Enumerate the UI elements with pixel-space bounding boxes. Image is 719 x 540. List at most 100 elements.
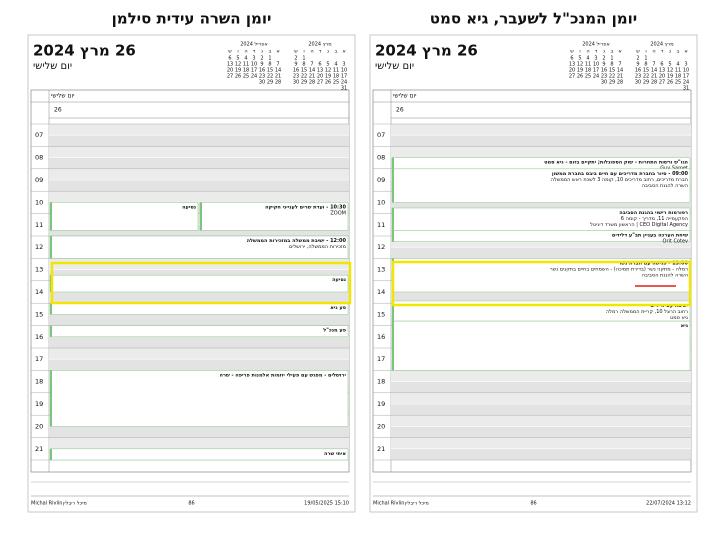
calendar-day: 5 [236,56,239,62]
calendar-day: 24 [593,74,599,80]
page-title: יומן המנכ"ל לשעבר, גיא סמט [430,10,637,28]
hour-row [49,191,349,203]
event-box [49,274,349,293]
event-text: גיא סמט [670,315,688,321]
calendar-day: 3 [684,62,687,68]
column-header: יום שלישי [393,93,416,100]
event-text: חברת מדריכים, רחוב מדריכים 10, קומה 3 לש… [551,177,688,183]
calendar-weekday: ג [327,49,329,55]
calendar-day: 4 [676,62,679,68]
calendar-day: 13 [227,62,233,68]
calendar-weekday: ד [595,49,598,55]
calendar-day: 16 [259,68,265,74]
event-box [49,302,349,315]
calendar-weekday: ד [253,49,256,55]
event-accent [50,236,52,259]
page-title: יומן השרה עידית סילמן [112,10,272,28]
hour-row [49,224,349,236]
hour-row [49,336,349,348]
date-heading: 26 מרץ 2024 [375,42,478,60]
event-accent [50,202,52,231]
calendar-day: 7 [276,62,279,68]
calendar-weekday: ד [661,49,664,55]
hour-label: 11 [35,221,43,229]
hour-label: 09 [35,176,43,184]
hour-row [49,426,349,438]
calendar-day: 3 [342,62,345,68]
calendar-day: 22 [267,74,273,80]
calendar-day: 2 [636,56,639,62]
calendar-day: 14 [651,68,657,74]
hour-row [391,448,691,460]
calendar-day: 26 [235,74,241,80]
calendar-day: 5 [668,62,671,68]
event-text: ירושלים - מפגש עם פעילי יוזמות אלמנות פר… [220,372,347,378]
hour-row [49,180,349,192]
hour-row [49,359,349,371]
calendar-day: 3 [252,56,255,62]
hour-label: 21 [35,445,43,453]
hour-label: 18 [377,378,385,386]
calendar-day: 1 [268,56,271,62]
calendar-day: 25 [333,80,339,86]
event-text: 09:00 - סיור בחברת מדריכים עם חיים ביבס … [552,171,689,177]
calendar-day: 9 [636,62,639,68]
event-text: השרה להגנת הסביבה [642,272,688,278]
weekday-heading: יום שלישי [33,61,72,72]
calendar-day: 8 [268,62,271,68]
event-accent [392,157,394,169]
calendar-day: 28 [651,80,657,86]
calendar-day: 23 [259,74,265,80]
calendar-day: 25 [585,74,591,80]
hour-label: 12 [377,243,385,251]
calendar-month: מרץ 2024 [308,42,331,48]
calendar-day: 17 [683,74,689,80]
calendar-day: 19 [667,74,673,80]
calendar-day: 18 [333,74,339,80]
calendar-weekday: ב [269,49,272,55]
event-box [49,202,199,231]
event-text: רחוב הרצל 10, קריית הממשלה רמלה [606,309,688,315]
hour-row [49,157,349,169]
calendar-day: 10 [683,68,689,74]
calendar-day: 28 [275,80,281,86]
weekday-heading: יום שלישי [375,61,414,72]
hour-label: 07 [35,131,43,139]
calendar-day: 1 [610,56,613,62]
calendar-day: 8 [644,62,647,68]
calendar-day: 6 [570,56,573,62]
calendar-weekday: ב [611,49,614,55]
hour-label: 20 [35,422,43,430]
calendar-day: 13 [317,68,323,74]
calendar-day: 10 [341,68,347,74]
hour-label: 15 [35,310,43,318]
highlight-box [50,261,352,305]
hour-row [391,381,691,393]
calendar-day: 10 [251,62,257,68]
hour-label: 10 [35,198,43,206]
hour-label: 21 [377,445,385,453]
event-text: רפורמות רישוי בהגנת הסביבה [619,210,688,216]
calendar-day: 12 [667,68,673,74]
hour-label: 07 [377,131,385,139]
calendar-day: 15 [267,68,273,74]
event-text: נסיעה [332,277,346,283]
calendar-day: 7 [310,62,313,68]
calendar-day: 7 [618,62,621,68]
calendar-day: 23 [635,74,641,80]
calendar-day: 13 [659,68,665,74]
calendar-day: 12 [577,62,583,68]
footer-timestamp: 22/07/2024 13:12 [646,501,691,507]
calendar-day: 12 [235,62,241,68]
calendar-day: 22 [609,74,615,80]
calendar-weekday: ג [261,49,263,55]
event-text: ZOOM [330,210,346,216]
hour-row [391,146,691,158]
event-box [49,370,349,427]
calendar-day: 30 [601,80,607,86]
calendar-weekday: ו [303,49,304,55]
calendar-day: 2 [260,56,263,62]
calendar-weekday: ג [669,49,671,55]
event-accent [392,230,394,242]
